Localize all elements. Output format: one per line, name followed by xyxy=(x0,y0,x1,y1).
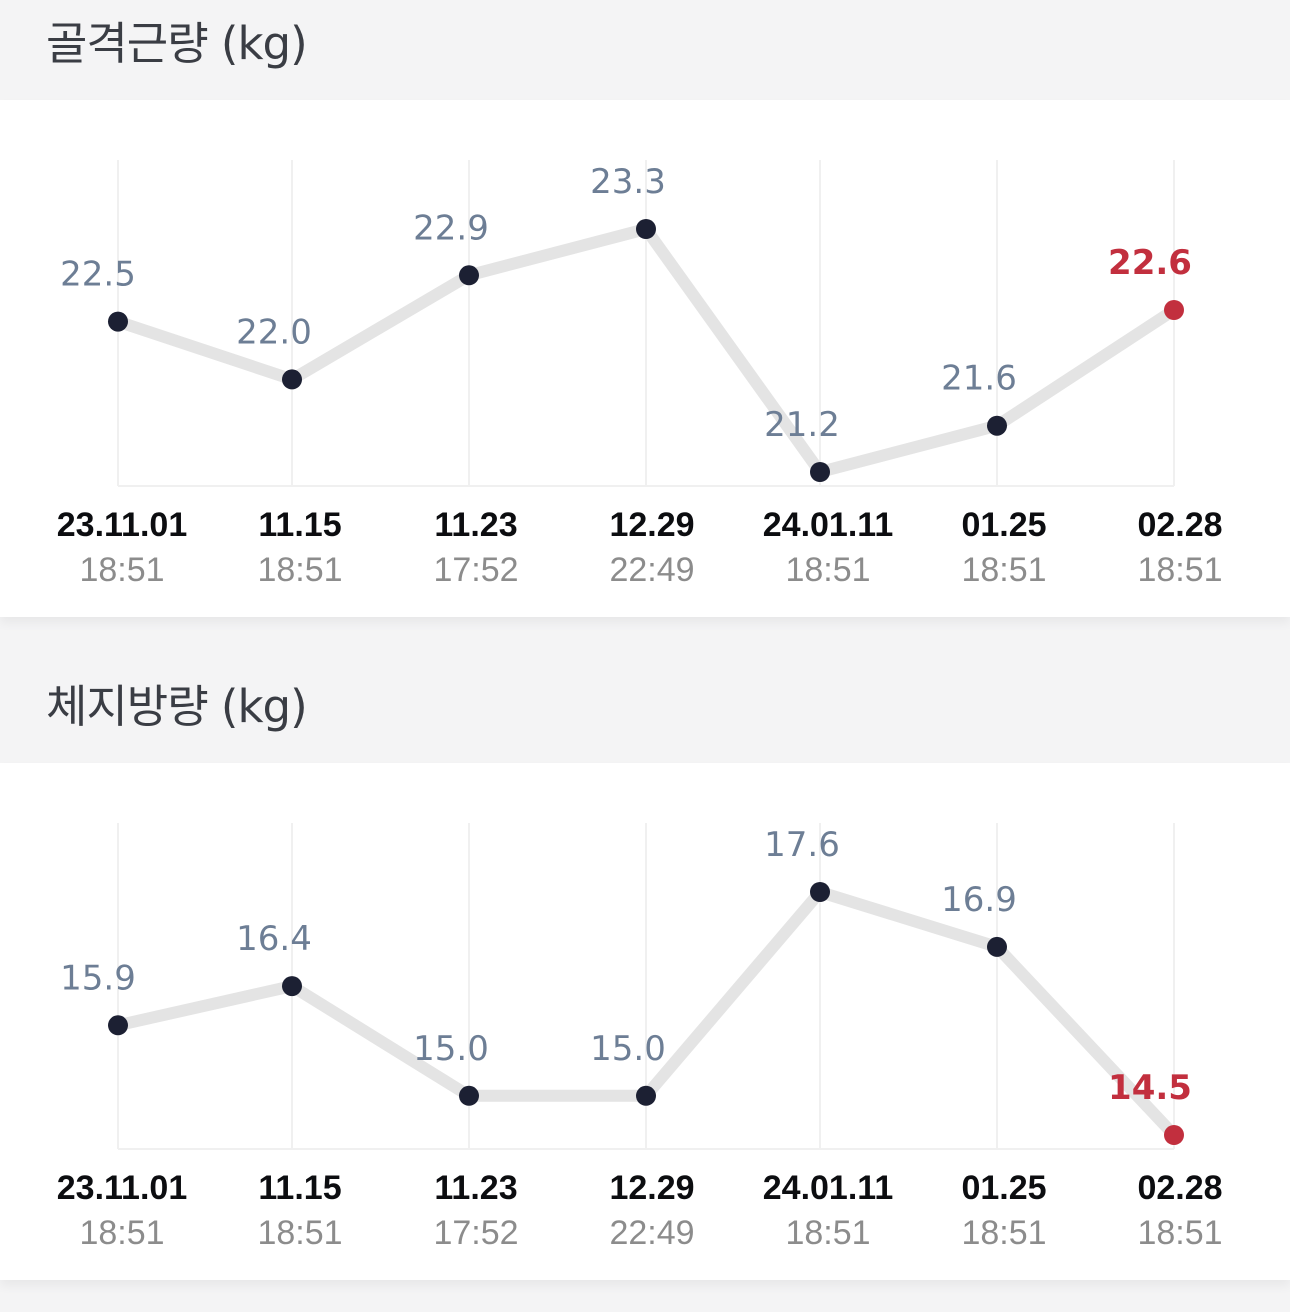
data-label: 17.6 xyxy=(764,825,840,865)
data-point[interactable] xyxy=(282,369,302,390)
x-tick-date-label: 11.23 xyxy=(434,1169,517,1207)
x-tick-time-label: 18:51 xyxy=(257,1214,342,1252)
data-point[interactable] xyxy=(459,265,479,286)
data-point[interactable] xyxy=(636,1085,656,1106)
data-point[interactable] xyxy=(810,882,830,902)
data-point-latest[interactable] xyxy=(1164,1125,1184,1145)
x-tick-date-label: 12.29 xyxy=(609,1169,694,1207)
section-header: 골격근량 (kg) xyxy=(0,0,1290,100)
chart-card: 22.5 22.0 22.9 23.3 21.2 21.6 22.6 23.11.01 18:5… xyxy=(0,100,1290,617)
x-tick-date-label: 24.01.11 xyxy=(763,506,893,544)
data-label: 15.9 xyxy=(60,958,136,998)
x-tick-date-label: 01.25 xyxy=(961,506,1046,544)
data-label: 16.4 xyxy=(236,919,312,959)
x-tick-date-label: 01.25 xyxy=(961,1169,1046,1207)
data-label: 22.5 xyxy=(60,255,136,295)
x-tick-date-label: 23.11.01 xyxy=(57,506,187,544)
data-label: 15.0 xyxy=(590,1029,666,1069)
data-point[interactable] xyxy=(636,219,656,239)
x-tick-date-label: 24.01.11 xyxy=(763,1169,893,1207)
data-label: 21.2 xyxy=(764,405,840,445)
data-label: 22.9 xyxy=(413,208,489,248)
x-tick-time-label: 18:51 xyxy=(79,551,164,589)
data-label: 22.6 xyxy=(1108,243,1192,283)
skeletal-muscle-section: 골격근량 (kg) 22.5 22.0 22.9 23.3 21.2 21.6 22.6 23… xyxy=(0,0,1290,617)
x-tick-date-label: 11.15 xyxy=(258,506,341,544)
x-tick-time-label: 18:51 xyxy=(785,551,870,589)
body-fat-section: 체지방량 (kg) 15.9 16.4 15.0 15.0 17.6 16.9 14.5 23… xyxy=(0,617,1290,1282)
data-label: 21.6 xyxy=(941,359,1017,399)
data-point[interactable] xyxy=(108,1015,128,1036)
x-tick-date-label: 11.15 xyxy=(258,1169,341,1207)
x-tick-date-label: 11.23 xyxy=(434,506,517,544)
x-tick-time-label: 22:49 xyxy=(609,551,694,589)
x-tick-time-label: 17:52 xyxy=(433,1214,518,1252)
section-title: 체지방량 (kg) xyxy=(46,680,308,733)
data-label: 14.5 xyxy=(1108,1068,1192,1108)
data-point[interactable] xyxy=(459,1085,479,1106)
skeletal-muscle-chart: 22.5 22.0 22.9 23.3 21.2 21.6 22.6 23.11.01 18:5… xyxy=(57,160,1223,589)
x-tick-time-label: 17:52 xyxy=(433,551,518,589)
data-point[interactable] xyxy=(108,311,128,332)
data-label: 23.3 xyxy=(590,162,666,202)
data-point-latest[interactable] xyxy=(1164,300,1184,320)
data-point[interactable] xyxy=(987,936,1007,957)
x-tick-time-label: 18:51 xyxy=(961,551,1046,589)
x-tick-time-label: 18:51 xyxy=(79,1214,164,1252)
x-tick-date-label: 23.11.01 xyxy=(57,1169,187,1207)
x-tick-time-label: 18:51 xyxy=(961,1214,1046,1252)
data-label: 15.0 xyxy=(413,1029,489,1069)
x-tick-time-label: 18:51 xyxy=(257,551,342,589)
x-tick-date-label: 02.28 xyxy=(1137,1169,1222,1207)
x-tick-time-label: 22:49 xyxy=(609,1214,694,1252)
data-point[interactable] xyxy=(282,976,302,997)
x-tick-time-label: 18:51 xyxy=(1137,1214,1222,1252)
data-point[interactable] xyxy=(810,462,830,482)
x-tick-time-label: 18:51 xyxy=(1137,551,1222,589)
section-title: 골격근량 (kg) xyxy=(46,17,308,70)
x-tick-date-label: 12.29 xyxy=(609,506,694,544)
data-label: 22.0 xyxy=(236,312,312,352)
section-header: 체지방량 (kg) xyxy=(0,663,1290,763)
data-point[interactable] xyxy=(987,415,1007,436)
chart-card: 15.9 16.4 15.0 15.0 17.6 16.9 14.5 23.11.01 18:5… xyxy=(0,763,1290,1280)
body-fat-chart: 15.9 16.4 15.0 15.0 17.6 16.9 14.5 23.11.01 18:5… xyxy=(57,823,1223,1252)
x-tick-date-label: 02.28 xyxy=(1137,506,1222,544)
data-label: 16.9 xyxy=(941,880,1017,920)
x-tick-time-label: 18:51 xyxy=(785,1214,870,1252)
